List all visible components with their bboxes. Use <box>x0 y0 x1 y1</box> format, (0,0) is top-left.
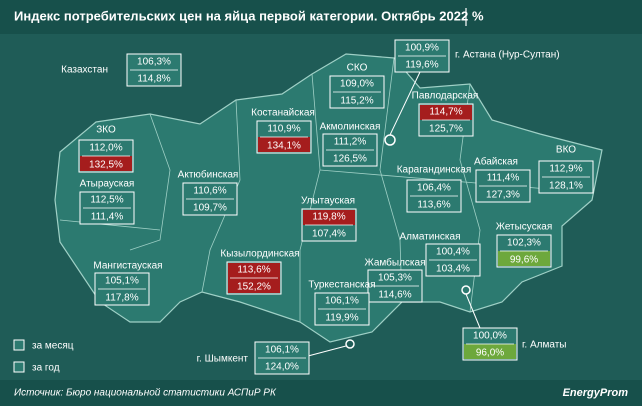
region-label: ЗКО <box>96 125 116 136</box>
year-value: 152,2% <box>237 282 271 293</box>
month-value: 112,0% <box>89 143 122 154</box>
month-value: 119,8% <box>312 212 345 223</box>
year-value: 119,6% <box>405 60 438 71</box>
year-value: 96,0% <box>476 348 504 359</box>
region-label: Актюбинская <box>178 169 239 181</box>
title: Индекс потребительских цен на яйца перво… <box>14 8 468 23</box>
year-value: 103,4% <box>436 264 470 275</box>
region-label: Алматинская <box>400 232 461 243</box>
year-highlight <box>258 137 310 152</box>
month-value: 114,7% <box>429 107 462 118</box>
region-label: Кызылординская <box>220 249 299 260</box>
month-highlight <box>228 263 280 278</box>
region-label: Абайская <box>474 156 518 168</box>
region-label: Жетысуская <box>496 222 553 233</box>
year-highlight <box>228 278 280 293</box>
title-bar <box>0 0 642 34</box>
shymkent-marker <box>345 339 355 349</box>
month-value: 111,2% <box>334 137 367 148</box>
legend-swatch <box>13 361 25 373</box>
year-value: 119,9% <box>325 313 358 324</box>
month-value: 106,4% <box>417 183 451 194</box>
month-value: 100,0% <box>473 331 507 342</box>
year-value: 128,1% <box>549 181 583 192</box>
month-value: 109,0% <box>340 79 374 90</box>
footer-bar <box>0 380 642 406</box>
region-label: г. Шымкент <box>197 354 249 365</box>
year-value: 114,8% <box>137 74 170 85</box>
year-highlight <box>80 156 132 171</box>
year-value: 124,0% <box>265 362 299 373</box>
year-value: 115,2% <box>340 96 373 107</box>
month-value: 111,4% <box>487 173 520 184</box>
region-label: Мангистауская <box>93 261 162 272</box>
year-value: 111,4% <box>91 212 124 223</box>
month-value: 100,9% <box>405 43 439 54</box>
region-label: Туркестанская <box>308 280 375 291</box>
month-highlight <box>420 105 472 120</box>
month-value: 113,6% <box>237 265 270 276</box>
year-value: 113,6% <box>417 200 450 211</box>
logo: EnergyProm <box>563 387 629 399</box>
month-value: 105,3% <box>378 273 412 284</box>
month-value: 106,1% <box>325 296 359 307</box>
region-label: Павлодарская <box>412 91 479 102</box>
month-value: 106,3% <box>137 57 171 68</box>
region-label: Улытауская <box>301 196 355 207</box>
year-value: 126,5% <box>333 154 367 165</box>
month-value: 112,5% <box>90 195 123 206</box>
month-value: 102,3% <box>507 238 541 249</box>
month-value: 110,9% <box>267 124 300 135</box>
month-highlight <box>303 210 355 225</box>
source: Источник: Бюро национальной статистики А… <box>14 388 277 399</box>
year-value: 125,7% <box>429 124 463 135</box>
region-label: Жамбылская <box>365 257 426 269</box>
year-highlight <box>464 344 516 359</box>
leader <box>307 345 347 357</box>
year-value: 99,6% <box>510 255 538 266</box>
unit: % <box>472 8 484 23</box>
leader <box>465 293 481 329</box>
year-value: 134,1% <box>267 141 301 152</box>
year-highlight <box>498 251 550 266</box>
region-label: г. Алматы <box>522 340 566 351</box>
region-label: Казахстан <box>61 65 108 76</box>
region-label: Костанайская <box>251 108 315 119</box>
month-value: 106,1% <box>265 345 299 356</box>
region-label: Акмолинская <box>320 122 381 133</box>
legend-month: за месяц <box>32 341 74 352</box>
year-value: 117,8% <box>105 293 138 304</box>
region-label: Атырауская <box>80 179 135 190</box>
month-value: 112,9% <box>549 164 582 175</box>
month-value: 100,4% <box>436 247 470 258</box>
region-label: ВКО <box>556 145 576 156</box>
year-value: 109,7% <box>193 203 227 214</box>
year-value: 127,3% <box>486 190 520 201</box>
region-label: СКО <box>347 63 368 74</box>
month-value: 105,1% <box>105 276 139 287</box>
legend-year: за год <box>32 363 60 374</box>
region-label: г. Астана (Нур-Султан) <box>455 50 560 61</box>
region-label: Карагандинская <box>397 165 472 176</box>
year-value: 107,4% <box>312 229 346 240</box>
year-value: 132,5% <box>89 160 123 171</box>
legend-swatch <box>13 339 25 351</box>
year-value: 114,6% <box>378 290 411 301</box>
leader <box>389 71 421 136</box>
month-value: 110,6% <box>193 186 226 197</box>
